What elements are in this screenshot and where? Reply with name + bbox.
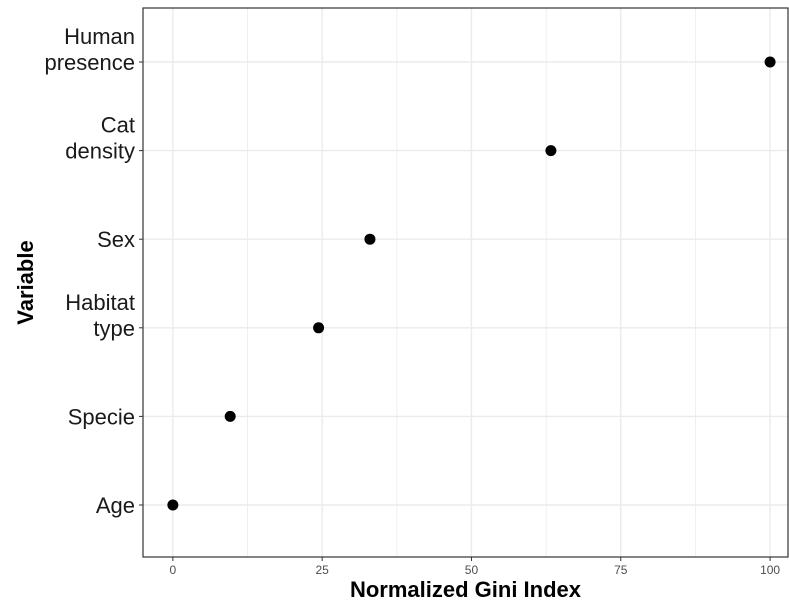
- y-tick-label: Age: [96, 493, 135, 518]
- x-tick-label: 0: [170, 563, 177, 577]
- y-axis-ticks: Age Specie Habitat type Sex Cat density Human pr…: [44, 24, 143, 518]
- data-point: [364, 233, 376, 245]
- y-tick-label: Specie: [68, 404, 135, 429]
- x-axis-ticks: 0 25 50 75 100: [170, 557, 780, 577]
- y-tick-label: Sex: [97, 227, 135, 252]
- data-point: [167, 499, 179, 511]
- x-tick-label: 25: [315, 563, 329, 577]
- data-points: [167, 56, 776, 511]
- x-tick-label: 100: [760, 563, 780, 577]
- x-axis-title: Normalized Gini Index: [350, 577, 582, 602]
- grid-lines: [143, 8, 788, 557]
- data-point: [764, 56, 776, 68]
- y-tick-label: Human presence: [44, 24, 135, 75]
- data-point: [313, 322, 325, 334]
- x-tick-label: 50: [465, 563, 479, 577]
- x-tick-label: 75: [614, 563, 628, 577]
- data-point: [545, 145, 557, 157]
- y-axis-title: Variable: [13, 240, 38, 324]
- data-point: [224, 410, 236, 422]
- panel-border: [142, 7, 789, 558]
- y-tick-label: Cat density: [65, 113, 135, 164]
- y-tick-label: Habitat type: [65, 290, 135, 341]
